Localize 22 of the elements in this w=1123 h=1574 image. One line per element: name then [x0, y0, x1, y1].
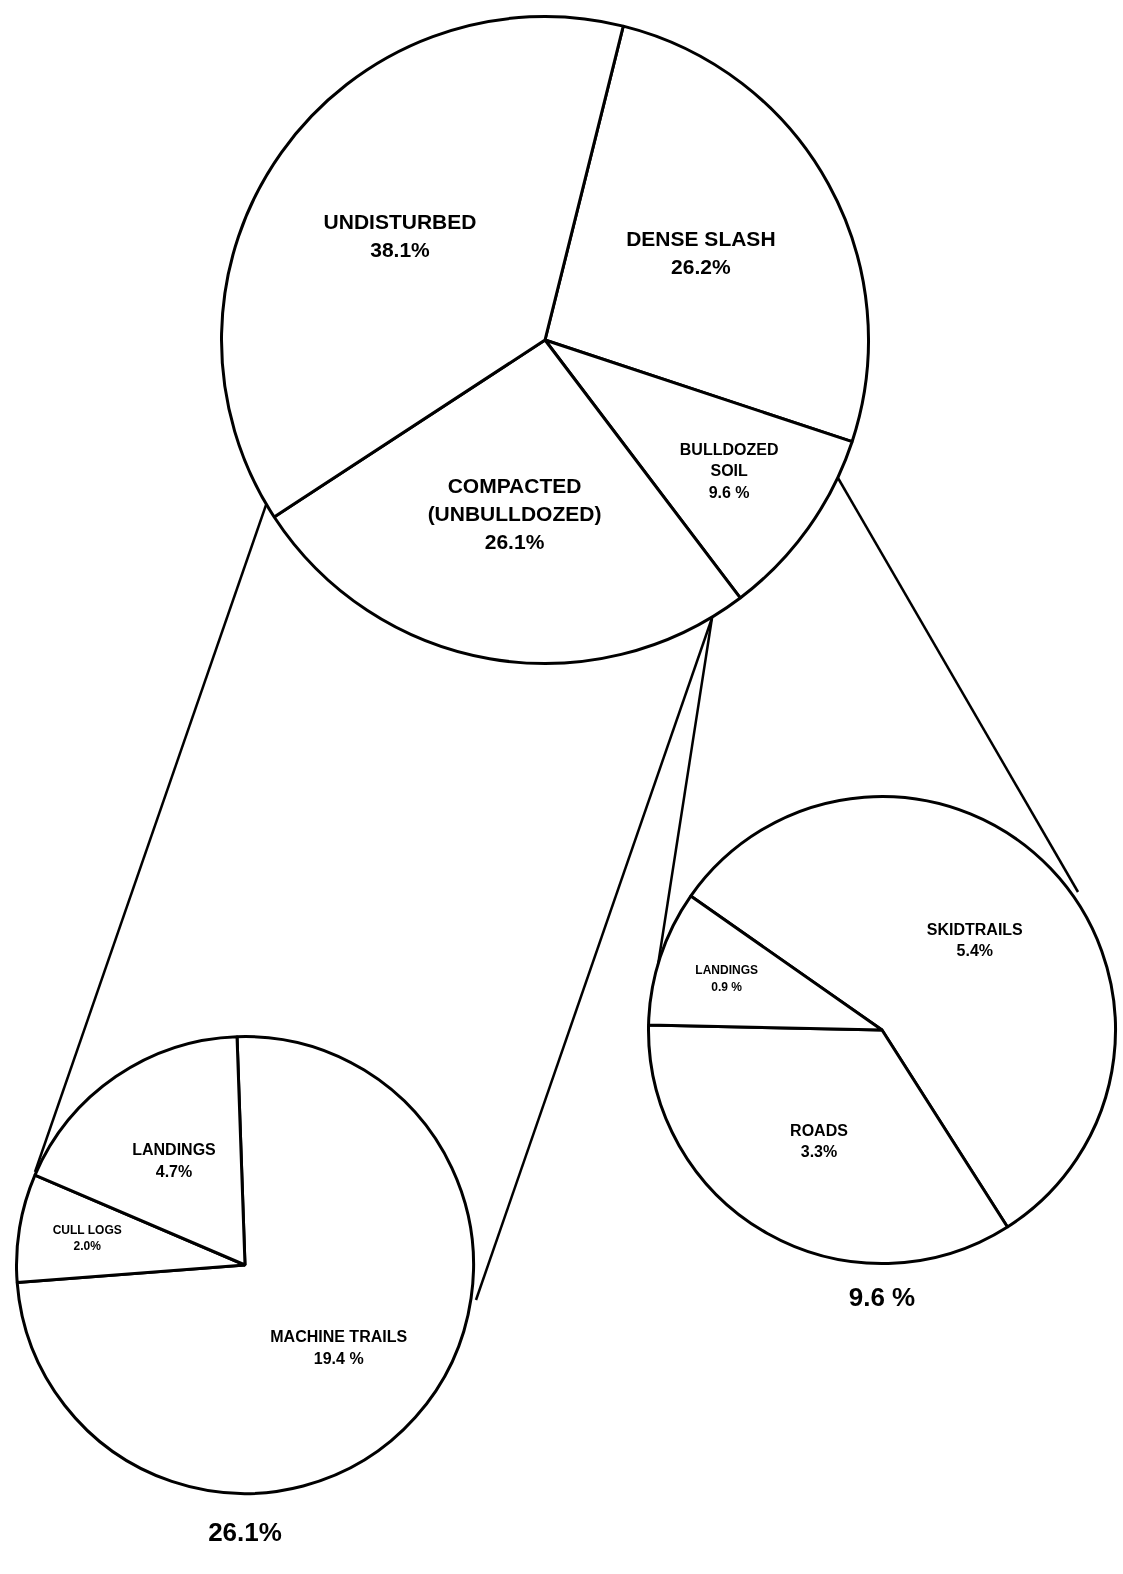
data-label: 9.6 %	[708, 483, 750, 501]
slice-label: BULLDOZED SOIL	[679, 440, 779, 480]
data-label: 26.2%	[671, 255, 731, 279]
slice-label: CULL LOGS	[52, 1223, 122, 1238]
slice-label: MACHINE TRAILS	[270, 1328, 408, 1346]
slice-label: ROADS	[790, 1121, 849, 1139]
slice-label: COMPACTED (UNBULLDOZED)	[427, 473, 602, 526]
data-label: 3.3%	[800, 1143, 838, 1161]
slice-label: UNDISTURBED	[323, 209, 477, 233]
data-label: 5.4%	[956, 942, 993, 960]
data-label: 2.0%	[73, 1239, 102, 1254]
data-label: 19.4 %	[313, 1349, 364, 1367]
slice-label: DENSE SLASH	[626, 226, 776, 250]
data-label: 0.9 %	[711, 979, 743, 994]
text: 9.6 %	[847, 1282, 917, 1313]
slice-label: LANDINGS	[695, 963, 758, 978]
slice-label: SKIDTRAILS	[926, 920, 1024, 938]
data-label: 38.1%	[370, 237, 431, 261]
slice-label: LANDINGS	[132, 1140, 217, 1158]
text: 26.1%	[207, 1517, 283, 1548]
data-label: 4.7%	[155, 1162, 193, 1180]
data-label: 26.1%	[484, 530, 545, 554]
